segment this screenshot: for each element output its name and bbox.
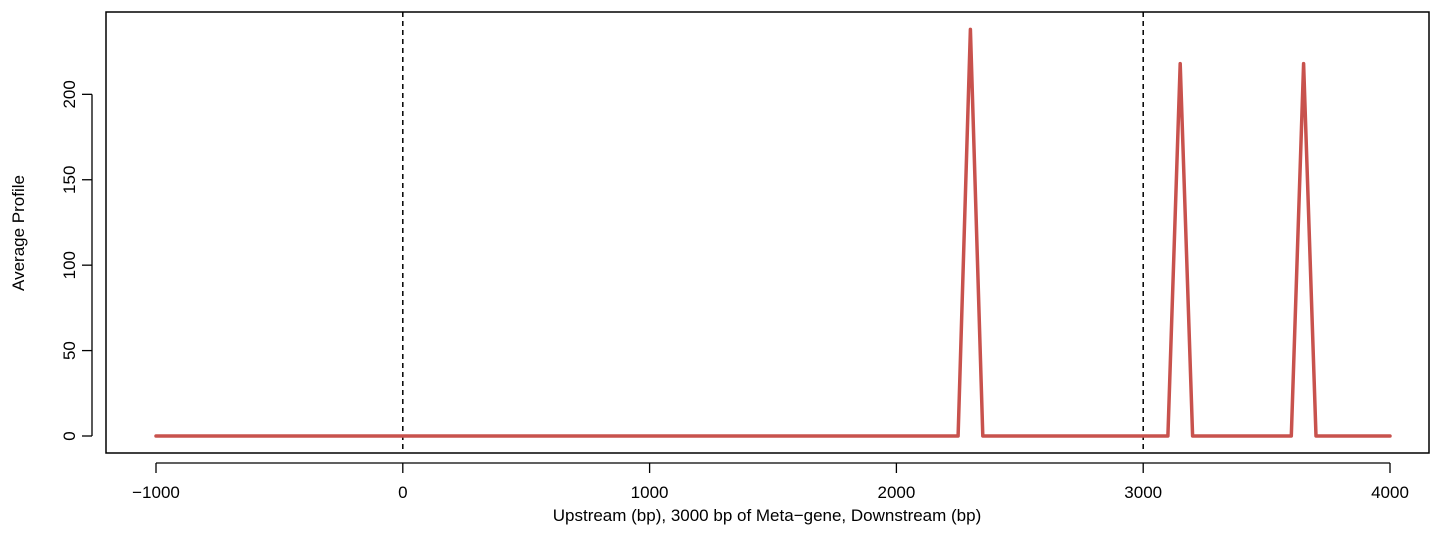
x-tick-label: −1000 — [132, 483, 180, 502]
x-tick-label: 1000 — [631, 483, 669, 502]
y-tick-label: 100 — [60, 251, 79, 279]
x-tick-label: 3000 — [1124, 483, 1162, 502]
x-axis-label: Upstream (bp), 3000 bp of Meta−gene, Dow… — [553, 506, 982, 525]
y-tick-label: 200 — [60, 80, 79, 108]
y-tick-label: 0 — [60, 431, 79, 440]
y-tick-label: 150 — [60, 166, 79, 194]
y-axis-label: Average Profile — [9, 175, 28, 291]
plot-frame — [105, 11, 1430, 454]
x-tick-label: 2000 — [877, 483, 915, 502]
series-line-0 — [154, 27, 1392, 438]
x-axis: −1000 0 1000 2000 3000 4000 — [132, 462, 1409, 502]
x-tick-label: 4000 — [1371, 483, 1409, 502]
y-axis: 0 50 100 150 200 — [60, 80, 93, 441]
x-tick-label: 0 — [398, 483, 407, 502]
series-layer — [154, 27, 1392, 438]
reference-lines — [402, 12, 1144, 453]
y-tick-label: 50 — [60, 341, 79, 360]
